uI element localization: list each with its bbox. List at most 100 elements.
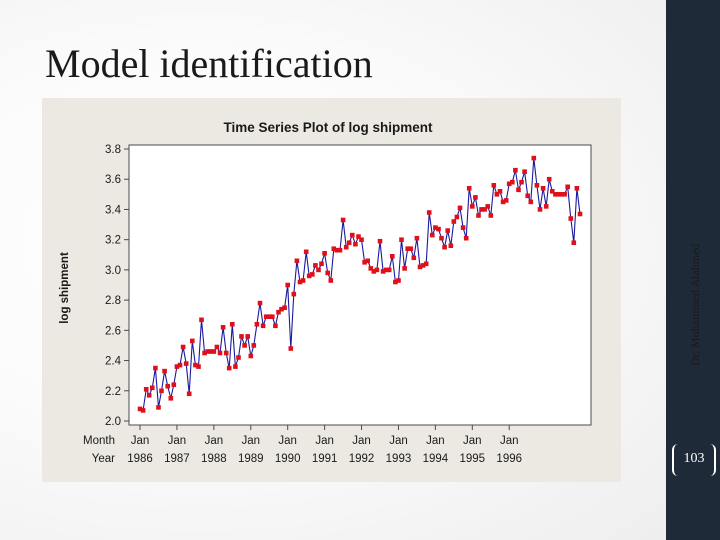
data-point	[159, 388, 164, 394]
data-point	[306, 273, 312, 279]
x-tick-label-month: Jan	[205, 435, 224, 447]
data-point	[303, 249, 309, 255]
x-tick-label-month: Jan	[500, 435, 519, 447]
x-axis: Month Year Jan 1986 Jan 1987 Jan 1988 Jan 1989 Jan…	[83, 425, 522, 465]
data-point	[460, 225, 466, 230]
data-point	[448, 243, 454, 248]
data-point	[374, 267, 380, 273]
y-tick-label: 3.8	[105, 144, 121, 156]
data-point	[319, 261, 324, 267]
data-point	[199, 317, 204, 323]
data-point	[165, 383, 170, 389]
data-point	[239, 334, 244, 339]
x-tick-label-year: 1994	[423, 453, 449, 465]
data-point	[257, 300, 263, 306]
data-point	[297, 279, 303, 285]
data-point	[226, 365, 232, 371]
data-point	[537, 207, 543, 212]
data-point	[270, 314, 275, 319]
data-point	[353, 241, 358, 247]
data-point	[531, 155, 537, 161]
y-tick-label: 3.2	[105, 235, 121, 247]
data-point	[574, 186, 580, 191]
data-point	[479, 207, 484, 212]
data-point	[390, 254, 395, 259]
data-point	[346, 240, 352, 245]
data-point	[568, 216, 574, 221]
chart-image: Time Series Plot of log shipment log shi…	[42, 98, 621, 482]
data-point	[285, 282, 290, 288]
data-point	[371, 269, 377, 274]
x-row-label-month: Month	[83, 435, 115, 447]
data-point	[190, 338, 195, 344]
data-point	[497, 189, 503, 194]
data-point	[368, 266, 374, 271]
data-point	[196, 364, 201, 369]
data-point	[334, 247, 340, 253]
data-point	[540, 186, 546, 191]
data-point	[454, 214, 460, 220]
data-point	[331, 246, 337, 251]
data-point	[276, 309, 281, 315]
data-point	[214, 344, 220, 350]
data-point	[248, 353, 254, 359]
y-tick-label: 3.4	[105, 204, 122, 216]
data-point	[420, 263, 426, 268]
data-point	[291, 291, 297, 297]
data-point	[513, 167, 518, 173]
data-point	[396, 278, 401, 283]
x-tick-label-year: 1986	[127, 453, 153, 465]
data-point	[220, 325, 226, 330]
data-point	[476, 213, 481, 218]
x-tick-label-month: Jan	[315, 435, 334, 447]
data-point	[466, 186, 472, 191]
data-point	[556, 192, 561, 197]
data-point	[180, 344, 186, 350]
data-point	[439, 235, 444, 241]
data-point	[242, 343, 247, 348]
x-tick-label-month: Jan	[352, 435, 371, 447]
x-tick-label-month: Jan	[426, 435, 445, 447]
data-point	[245, 334, 250, 339]
x-tick-label-month: Jan	[278, 435, 297, 447]
data-point	[171, 382, 177, 387]
y-tick-label: 3.0	[105, 265, 121, 277]
y-axis-label: log shipment	[59, 252, 71, 324]
data-point	[217, 350, 223, 356]
data-point	[430, 232, 435, 238]
data-point	[494, 192, 500, 197]
data-point	[322, 251, 327, 256]
data-point	[140, 408, 146, 413]
data-point	[260, 323, 266, 329]
data-point	[411, 255, 417, 261]
y-tick-label: 2.6	[105, 325, 121, 337]
data-point	[294, 258, 300, 264]
data-point	[350, 232, 355, 238]
data-point	[436, 226, 441, 232]
data-point	[519, 179, 524, 185]
data-point	[408, 246, 414, 251]
time-series-chart: Time Series Plot of log shipment log shi…	[42, 98, 621, 482]
data-point	[470, 204, 475, 209]
data-point	[565, 184, 570, 190]
data-point	[457, 205, 463, 211]
x-tick-label-year: 1992	[349, 453, 375, 465]
data-point	[553, 192, 558, 197]
x-tick-label-month: Jan	[389, 435, 408, 447]
data-point	[577, 211, 583, 217]
data-point	[491, 183, 497, 188]
data-point	[316, 267, 321, 273]
data-point	[254, 322, 260, 327]
data-point	[522, 169, 527, 174]
x-tick-label-year: 1991	[312, 453, 338, 465]
data-point	[263, 314, 269, 319]
data-point	[393, 279, 398, 285]
data-point	[528, 199, 534, 205]
plot-area	[128, 144, 592, 426]
data-point	[485, 204, 490, 209]
data-point	[177, 362, 183, 368]
data-point	[506, 181, 512, 187]
y-axis: 2.0 2.2 2.4 2.6 2.8 3.0 3.2 3.4 3.6 3.8	[105, 144, 129, 428]
data-point	[534, 183, 540, 188]
data-point	[362, 260, 367, 265]
